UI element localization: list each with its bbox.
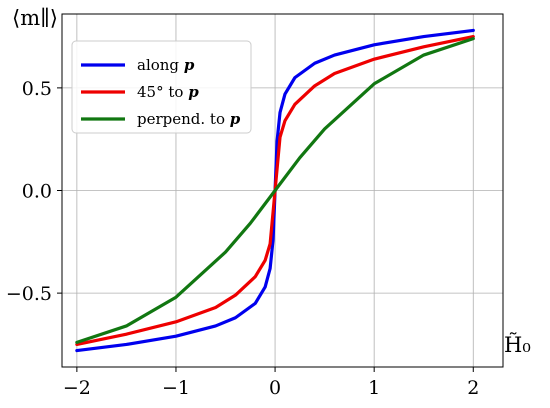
tick-labels: −2 −1 0 1 2 −0.5 0.0 0.5 (6, 78, 479, 399)
x-tick-label: 2 (467, 377, 479, 399)
x-tick-label: 1 (368, 377, 380, 399)
legend-label-text: along (137, 56, 184, 74)
x-tick-label: −1 (162, 377, 190, 399)
legend-label-bold-symbol: p (188, 83, 199, 101)
y-tick-label: 0.5 (22, 78, 52, 100)
legend-label-text: perpend. to (137, 110, 230, 128)
series-layer (75, 28, 475, 353)
x-tick-label: −2 (63, 377, 91, 399)
legend-label-bold-symbol: p (184, 56, 195, 74)
legend-label-bold-symbol: p (230, 110, 241, 128)
y-axis-label: ⟨m∥⟩ (12, 6, 58, 30)
legend-label-3: perpend. to p (137, 110, 241, 128)
plot-frame (61, 13, 504, 368)
y-tick-label: 0.0 (22, 181, 52, 203)
x-axis-label: H̃₀ (504, 333, 531, 357)
x-tick-label: 0 (269, 377, 281, 399)
y-tick-label: −0.5 (6, 283, 52, 305)
legend-label-1: along p (137, 56, 195, 74)
series-line-3 (75, 37, 475, 344)
legend-label-text: 45° to (137, 83, 188, 101)
legend-label-2: 45° to p (137, 83, 199, 101)
